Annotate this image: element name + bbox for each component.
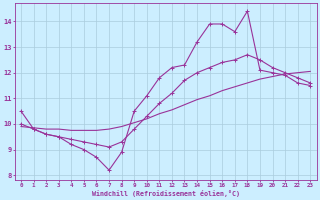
- X-axis label: Windchill (Refroidissement éolien,°C): Windchill (Refroidissement éolien,°C): [92, 190, 240, 197]
